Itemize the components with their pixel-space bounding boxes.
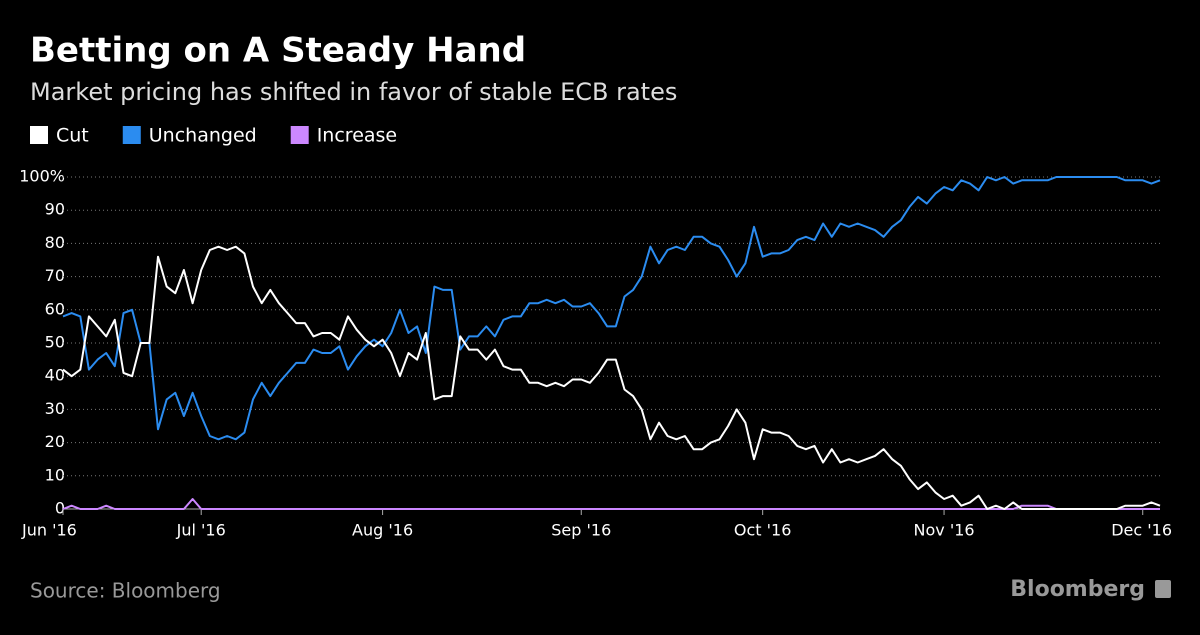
y-tick-label: 0 [55, 499, 65, 518]
y-tick-label: 40 [45, 366, 65, 385]
series-line [62, 245, 1161, 510]
y-tick-label: 60 [45, 299, 65, 318]
legend-label: Unchanged [149, 125, 257, 147]
y-tick-label: 70 [45, 266, 65, 285]
y-tick-label: 80 [45, 233, 65, 252]
legend-label: Increase [317, 125, 397, 147]
x-tick-label: Jun '16 [21, 521, 77, 540]
legend-swatch [290, 126, 309, 144]
brand-icon [1155, 580, 1171, 598]
chart-subtitle: Market pricing has shifted in favor of s… [30, 78, 677, 106]
y-tick-label: 20 [45, 432, 65, 451]
chart-title: Betting on A Steady Hand [30, 31, 526, 71]
y-tick-label: 50 [45, 333, 65, 352]
y-tick-label: 10 [45, 465, 65, 484]
x-tick-label: Sep '16 [551, 521, 611, 540]
y-tick-label: 30 [45, 399, 65, 418]
series-line [62, 498, 1160, 510]
x-tick-label: Oct '16 [734, 521, 792, 540]
legend-label: Cut [56, 125, 89, 147]
y-tick-label: 90 [45, 200, 65, 219]
x-tick-label: Dec '16 [1111, 521, 1172, 540]
series-line [62, 176, 1161, 441]
x-tick-label: Nov '16 [914, 521, 975, 540]
x-tick-label: Aug '16 [352, 521, 413, 540]
legend-swatch [30, 126, 48, 144]
y-tick-label: 100% [19, 167, 65, 186]
x-tick-label: Jul '16 [176, 521, 226, 540]
source: Source: Bloomberg [30, 579, 221, 603]
legend-swatch [122, 126, 141, 144]
brand: Bloomberg [1010, 577, 1145, 602]
